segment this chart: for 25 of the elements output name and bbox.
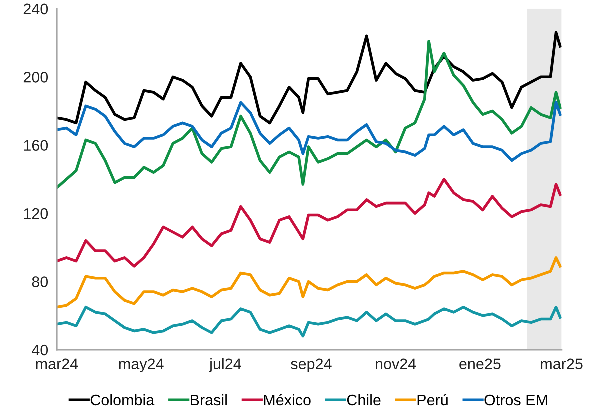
x-tick-label: mar24 [36, 358, 78, 370]
line-series [56, 256, 562, 309]
legend-label: México [264, 394, 311, 406]
legend-label: Brasil [191, 394, 227, 406]
y-tick-label: 240 [24, 4, 48, 15]
legend-label: Perú [418, 394, 448, 406]
y-tick-label: 40 [32, 344, 48, 356]
y-tick-label: 120 [24, 208, 48, 220]
x-tick-label: may24 [119, 358, 164, 373]
line-series [56, 178, 562, 268]
x-tick-label: mar25 [541, 358, 583, 370]
y-tick-label: 200 [24, 72, 48, 83]
x-tick-label: ene25 [460, 358, 501, 370]
line-series [56, 101, 562, 162]
legend-label: Otros EM [484, 394, 548, 406]
line-series [56, 31, 562, 125]
y-tick-label: 80 [32, 276, 48, 288]
x-tick-label: jul24 [209, 358, 242, 373]
line-series [56, 306, 562, 338]
y-tick-label: 160 [24, 140, 48, 152]
legend-label: Colombia [90, 394, 155, 406]
legend-label: Chile [347, 394, 381, 406]
x-tick-label: nov24 [376, 358, 416, 370]
x-tick-label: sep24 [291, 358, 332, 373]
line-series [56, 40, 562, 190]
